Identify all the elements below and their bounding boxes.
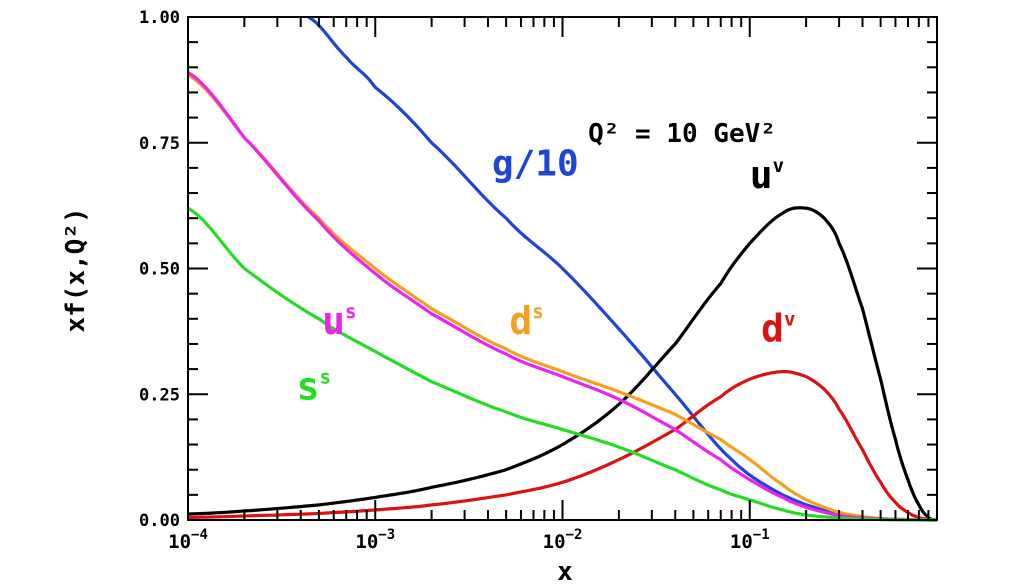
y-tick-label: 0.75 bbox=[139, 134, 180, 154]
x-tick-label: 10−4 bbox=[168, 527, 208, 553]
curve-label-us: us bbox=[322, 299, 356, 343]
axis-ticks bbox=[187, 16, 937, 521]
series-line-g bbox=[307, 15, 938, 522]
curve-label-g: g/10 bbox=[492, 143, 579, 184]
x-axis-label: x bbox=[557, 557, 573, 587]
y-tick-label: 0.25 bbox=[139, 385, 180, 405]
curve-label-ds: ds bbox=[509, 299, 543, 343]
x-tick-label: 10−3 bbox=[355, 527, 395, 553]
series-line-us bbox=[187, 70, 937, 522]
curve-label-uv: uv bbox=[750, 153, 784, 197]
series-lines bbox=[187, 15, 938, 522]
x-tick-label: 10−1 bbox=[730, 527, 770, 553]
series-line-dv bbox=[187, 370, 938, 522]
scale-annotation: Q² = 10 GeV² bbox=[588, 119, 776, 149]
y-tick-label: 0.50 bbox=[139, 260, 180, 280]
x-tick-label: 10−2 bbox=[543, 527, 583, 553]
series-line-ss bbox=[187, 206, 937, 522]
curve-labels: g/10 uv dv ds us ss bbox=[297, 143, 796, 408]
curve-label-dv: dv bbox=[761, 306, 795, 350]
series-line-uv bbox=[187, 206, 938, 522]
y-axis-label: xf(x,Q²) bbox=[61, 207, 91, 332]
y-tick-label: 1.00 bbox=[139, 8, 180, 28]
series-line-ds bbox=[187, 73, 937, 522]
y-tick-label: 0.00 bbox=[139, 511, 180, 531]
curve-label-ss: ss bbox=[297, 364, 331, 408]
